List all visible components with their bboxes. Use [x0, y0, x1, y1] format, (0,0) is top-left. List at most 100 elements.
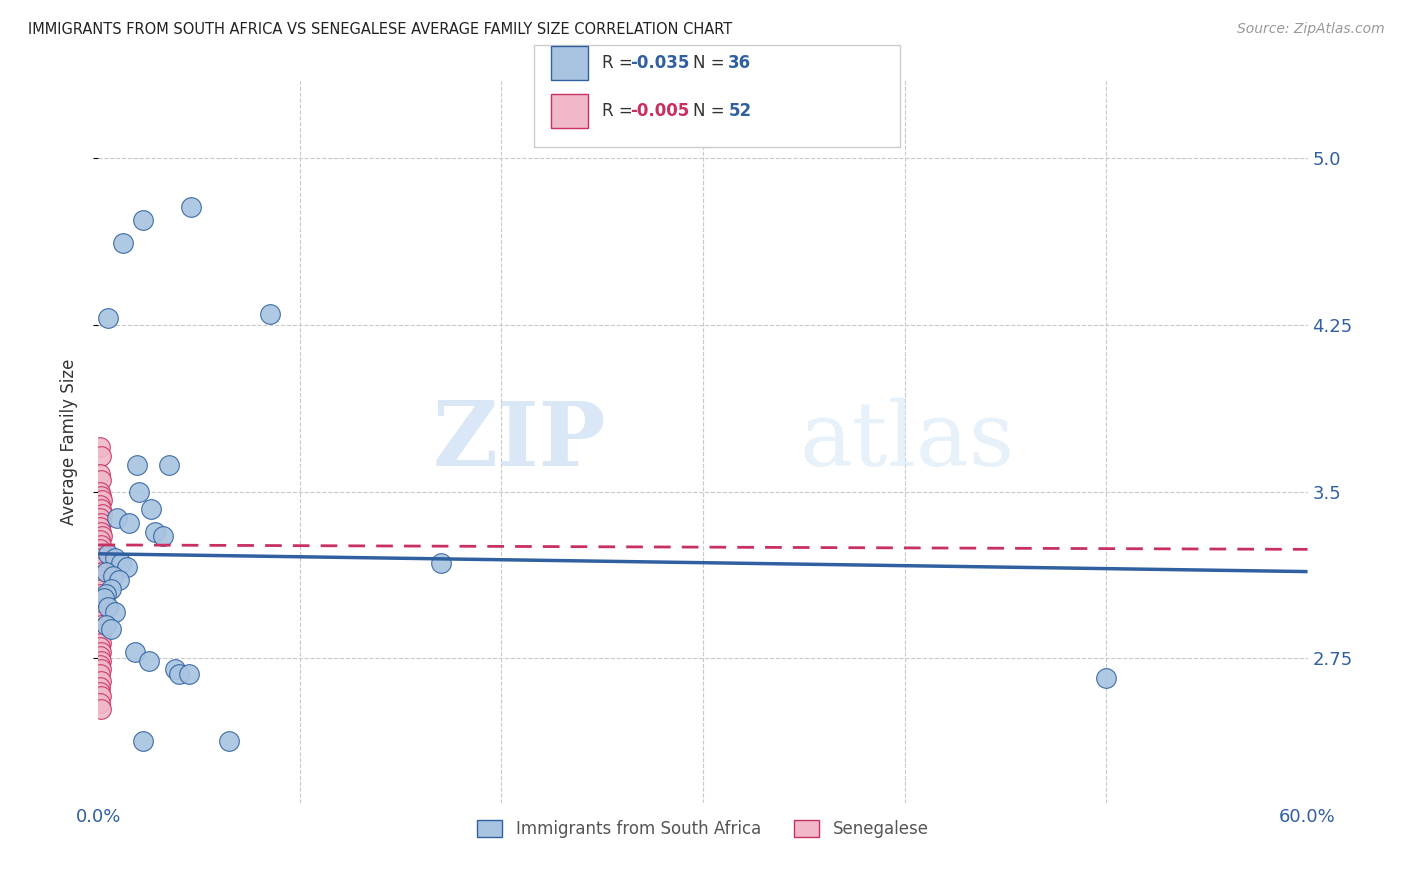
Point [90, 449, 112, 463]
Text: ZIP: ZIP [433, 398, 606, 485]
Point [89, 440, 111, 454]
Point [97, 600, 120, 615]
Point [89, 696, 111, 710]
Point [89, 556, 111, 570]
Point [128, 484, 150, 499]
Point [96, 565, 118, 579]
Point [118, 516, 141, 530]
Point [89, 467, 111, 481]
Text: N =: N = [693, 54, 730, 72]
Point [90, 516, 112, 530]
Point [89, 657, 111, 672]
Point [89, 498, 111, 512]
Point [89, 640, 111, 655]
Point [138, 653, 160, 667]
Point [89, 587, 111, 601]
Point [105, 511, 128, 525]
Point [89, 623, 111, 637]
Point [90, 574, 112, 588]
Point [90, 609, 112, 624]
Text: atlas: atlas [800, 398, 1015, 485]
Point [90, 502, 112, 516]
Point [180, 200, 202, 214]
Point [90, 529, 112, 543]
Point [218, 733, 240, 747]
Point [107, 574, 129, 588]
Point [90, 538, 112, 552]
Point [89, 632, 111, 646]
Point [179, 666, 201, 681]
Point [89, 596, 111, 610]
Point [90, 524, 112, 539]
Y-axis label: Average Family Size: Average Family Size [59, 359, 77, 524]
Text: 36: 36 [728, 54, 751, 72]
Point [90, 600, 112, 615]
Point [115, 560, 138, 574]
Point [96, 587, 118, 601]
Point [89, 605, 111, 619]
Point [89, 520, 111, 534]
Point [90, 702, 112, 716]
Point [167, 666, 190, 681]
Text: -0.035: -0.035 [630, 54, 689, 72]
Point [90, 489, 112, 503]
Point [103, 551, 125, 566]
Point [90, 673, 112, 688]
Text: -0.005: -0.005 [630, 102, 689, 120]
Point [1095, 671, 1118, 685]
Point [259, 307, 281, 321]
Point [91, 493, 114, 508]
Point [90, 565, 112, 579]
Point [89, 484, 111, 499]
Point [90, 653, 112, 667]
Text: IMMIGRANTS FROM SOUTH AFRICA VS SENEGALESE AVERAGE FAMILY SIZE CORRELATION CHART: IMMIGRANTS FROM SOUTH AFRICA VS SENEGALE… [28, 22, 733, 37]
Point [103, 605, 125, 619]
Point [125, 458, 148, 472]
Point [90, 474, 112, 488]
Point [89, 614, 111, 628]
Point [163, 662, 186, 676]
Point [90, 618, 112, 632]
Point [132, 733, 155, 747]
Point [97, 311, 120, 326]
Text: R =: R = [602, 54, 638, 72]
Point [89, 680, 111, 694]
Legend: Immigrants from South Africa, Senegalese: Immigrants from South Africa, Senegalese [471, 814, 935, 845]
Text: 52: 52 [728, 102, 751, 120]
Point [90, 645, 112, 659]
Point [101, 569, 124, 583]
Point [152, 529, 174, 543]
Point [89, 533, 111, 548]
Point [157, 458, 180, 472]
Point [90, 582, 112, 597]
Point [430, 556, 453, 570]
Point [89, 542, 111, 557]
Point [124, 645, 146, 659]
Point [89, 666, 111, 681]
Point [90, 547, 112, 561]
Point [90, 662, 112, 676]
Point [89, 511, 111, 525]
Point [89, 684, 111, 698]
Point [90, 591, 112, 606]
Point [90, 627, 112, 641]
Text: N =: N = [693, 102, 730, 120]
Point [89, 649, 111, 664]
Point [90, 560, 112, 574]
Point [132, 213, 155, 227]
Point [100, 623, 122, 637]
Point [110, 556, 132, 570]
Point [96, 618, 118, 632]
Point [90, 636, 112, 650]
Point [90, 689, 112, 703]
Point [89, 569, 111, 583]
Point [90, 507, 112, 521]
Text: R =: R = [602, 102, 638, 120]
Text: Source: ZipAtlas.com: Source: ZipAtlas.com [1237, 22, 1385, 37]
Point [100, 582, 122, 597]
Point [93, 591, 115, 606]
Point [143, 524, 166, 539]
Point [89, 578, 111, 592]
Point [139, 502, 162, 516]
Point [111, 235, 134, 250]
